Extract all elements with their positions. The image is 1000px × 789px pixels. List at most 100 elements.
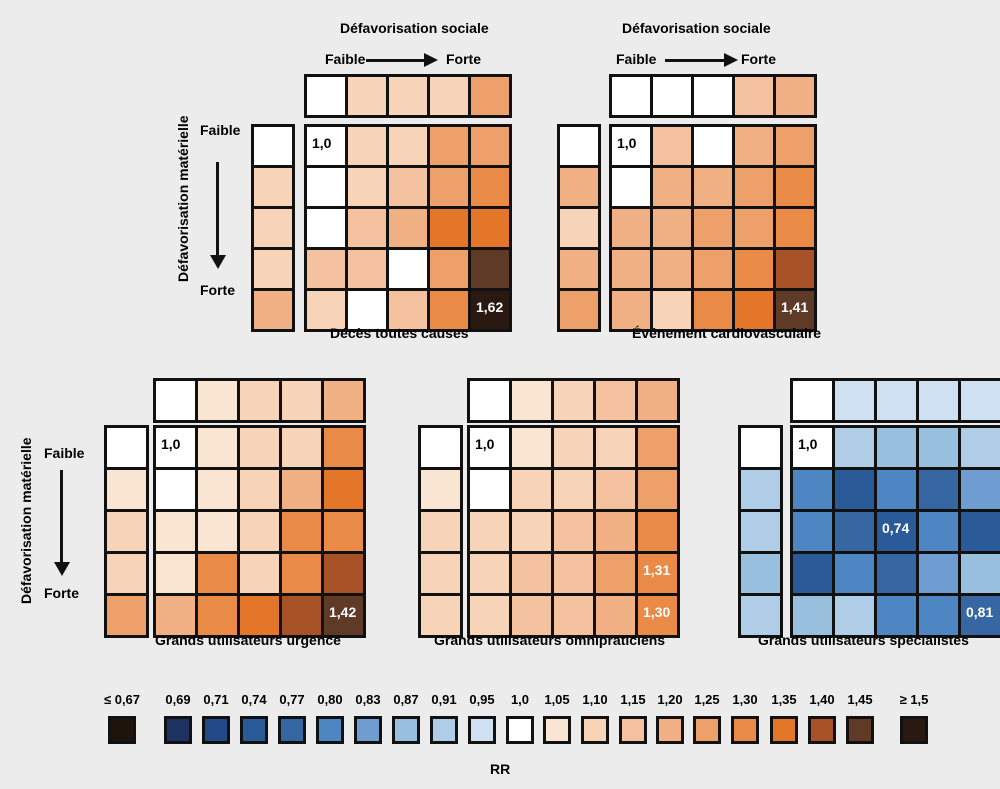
material-deprivation-label-1: Défavorisation matérielle: [175, 115, 191, 282]
heatmap-cell: [877, 596, 916, 635]
heatmap-cell: [694, 127, 732, 165]
heatmap-cell: [612, 168, 650, 206]
faible-vertical-label-1: Faible: [200, 122, 241, 138]
heatmap-cell: [793, 554, 832, 593]
heatmap-cell: [961, 554, 1000, 593]
left-marginal-strip-cell: [560, 250, 598, 288]
top-marginal-strip-cell: [694, 77, 732, 115]
left-marginal-strip-cell: [107, 428, 146, 467]
legend-swatch: [846, 716, 874, 744]
legend-swatch: [770, 716, 798, 744]
legend-item-label: 1,45: [847, 692, 873, 707]
heatmap-cell: [156, 512, 195, 551]
top-marginal-strip-cell: [793, 381, 832, 420]
left-marginal-strip: [738, 425, 783, 638]
heatmap-cell: [554, 428, 593, 467]
heatmap-cell: [430, 250, 468, 288]
arrow-head-icon: [54, 562, 70, 576]
heatmap-cell: [240, 554, 279, 593]
heatmap-cell: [596, 512, 635, 551]
legend-item-label: 0,71: [203, 692, 229, 707]
heatmap-cell: [835, 470, 874, 509]
legend-swatch: [392, 716, 420, 744]
top-marginal-strip: [609, 74, 817, 118]
cell-value-label: 0,74: [882, 520, 910, 536]
social-deprivation-label-2: Défavorisation sociale: [622, 20, 771, 36]
heatmap-cell: [776, 250, 814, 288]
heatmap-cell: [638, 428, 677, 467]
heatmap-cell: [877, 512, 916, 551]
legend-item-label: 1,40: [809, 692, 835, 707]
left-marginal-strip-cell: [421, 470, 460, 509]
top-marginal-strip-cell: [389, 77, 427, 115]
heatmap-cell: [240, 428, 279, 467]
heatmap-grid: [790, 425, 1000, 638]
legend-swatch: [278, 716, 306, 744]
top-marginal-strip: [790, 378, 1000, 423]
heatmap-cell: [919, 470, 958, 509]
left-marginal-strip-cell: [741, 596, 780, 635]
heatmap-cell: [156, 428, 195, 467]
heatmap-cell: [512, 428, 551, 467]
heatmap-cell: [512, 512, 551, 551]
panel-caption: Décès toutes causes: [330, 325, 469, 341]
left-marginal-strip-cell: [254, 250, 292, 288]
forte-vertical-label-1: Forte: [200, 282, 235, 298]
heatmap-cell: [919, 512, 958, 551]
heatmap-cell: [389, 168, 427, 206]
heatmap-cell: [735, 291, 773, 329]
left-marginal-strip-cell: [254, 127, 292, 165]
legend-item-label: 1,35: [771, 692, 797, 707]
top-marginal-strip: [304, 74, 512, 118]
heatmap-cell: [638, 470, 677, 509]
heatmap-cell: [430, 168, 468, 206]
legend-swatch: [581, 716, 609, 744]
heatmap-cell: [430, 209, 468, 247]
heatmap-cell: [638, 554, 677, 593]
heatmap-cell: [835, 554, 874, 593]
heatmap-cell: [348, 250, 386, 288]
heatmap-cell: [348, 209, 386, 247]
arrow-right-2: [665, 59, 727, 62]
heatmap-cell: [735, 209, 773, 247]
legend-swatch: [543, 716, 571, 744]
heatmap-cell: [735, 250, 773, 288]
heatmap-cell: [512, 470, 551, 509]
heatmap-cell: [961, 428, 1000, 467]
heatmap-cell: [324, 554, 363, 593]
heatmap-cell: [596, 428, 635, 467]
top-marginal-strip-cell: [471, 77, 509, 115]
cell-value-label: 1,42: [329, 604, 357, 620]
legend-swatch: [108, 716, 136, 744]
left-marginal-strip: [104, 425, 149, 638]
heatmap-cell: [638, 596, 677, 635]
heatmap-cell: [470, 512, 509, 551]
left-marginal-strip-cell: [741, 512, 780, 551]
top-marginal-strip-cell: [735, 77, 773, 115]
left-marginal-strip-cell: [421, 596, 460, 635]
arrow-head-icon: [210, 255, 226, 269]
heatmap-cell: [835, 428, 874, 467]
heatmap-cell: [554, 554, 593, 593]
top-marginal-strip-cell: [324, 381, 363, 420]
heatmap-cell: [389, 209, 427, 247]
heatmap-cell: [512, 596, 551, 635]
heatmap-cell: [470, 470, 509, 509]
left-marginal-strip-cell: [107, 596, 146, 635]
heatmap-cell: [430, 291, 468, 329]
heatmap-cell: [389, 250, 427, 288]
heatmap-cell: [835, 596, 874, 635]
heatmap-cell: [919, 428, 958, 467]
left-marginal-strip: [418, 425, 463, 638]
heatmap-cell: [470, 554, 509, 593]
heatmap-cell: [240, 596, 279, 635]
heatmap-cell: [877, 428, 916, 467]
left-marginal-strip: [557, 124, 601, 332]
heatmap-cell: [470, 428, 509, 467]
legend-swatch: [656, 716, 684, 744]
heatmap-cell: [653, 127, 691, 165]
heatmap-cell: [324, 428, 363, 467]
arrow-head-icon: [724, 53, 738, 67]
heatmap-cell: [512, 554, 551, 593]
